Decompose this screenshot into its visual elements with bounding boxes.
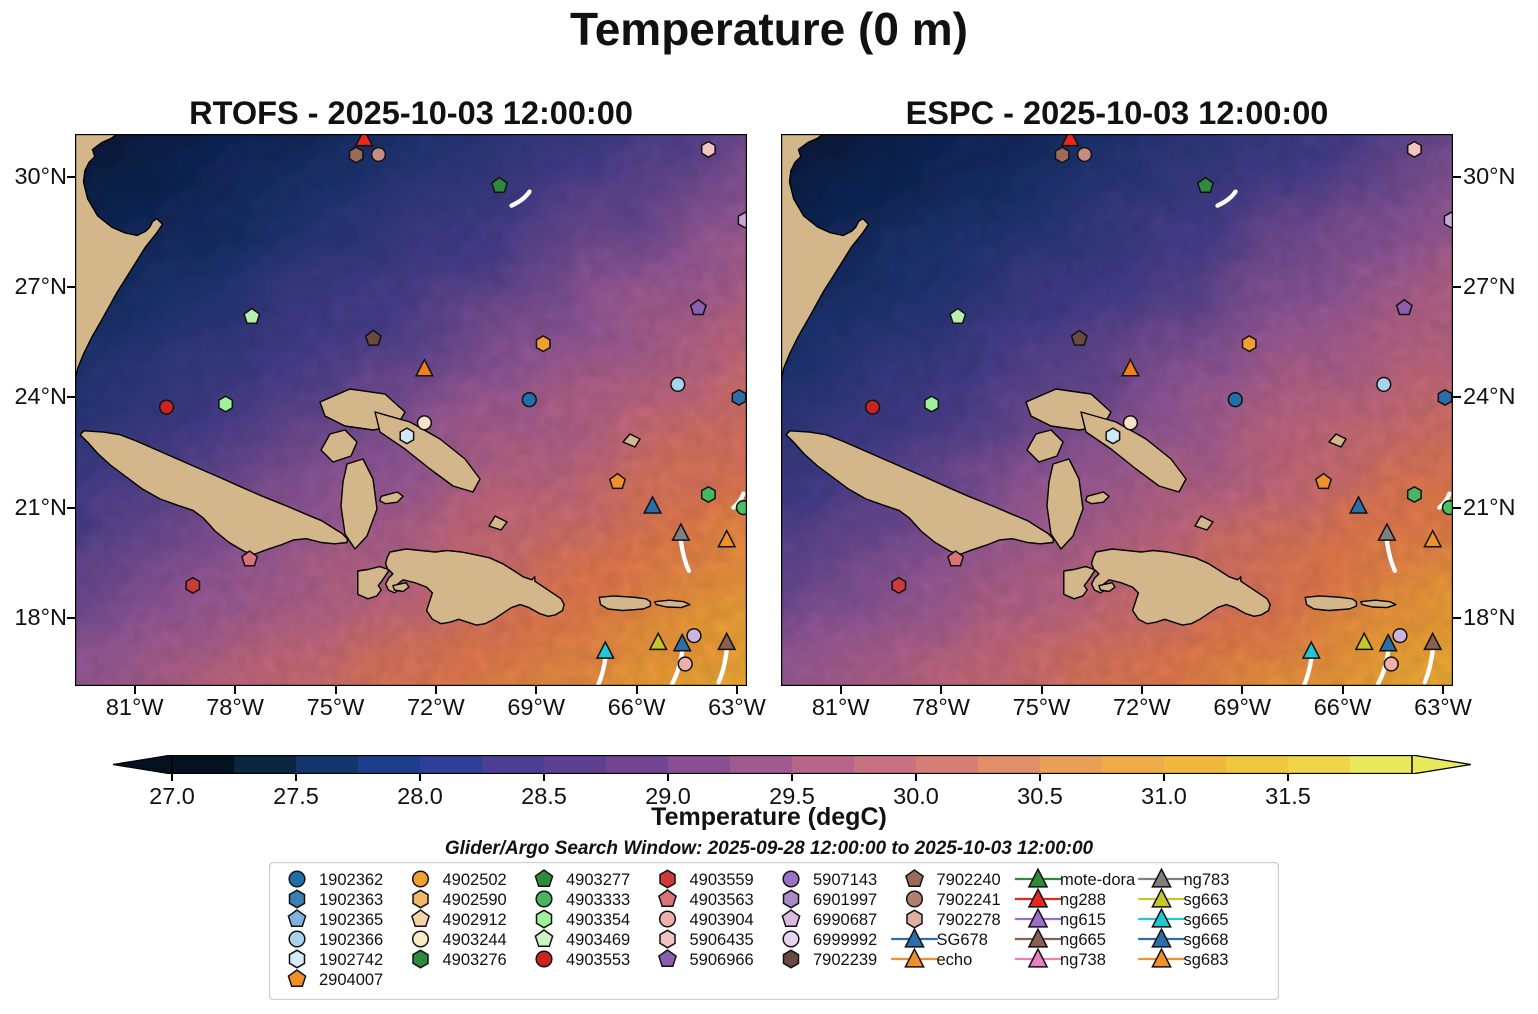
svg-text:4903276: 4903276	[443, 951, 507, 969]
svg-text:4903553: 4903553	[566, 951, 630, 969]
svg-text:ng615: ng615	[1060, 911, 1106, 929]
svg-text:7902240: 7902240	[937, 871, 1001, 889]
svg-text:1902742: 1902742	[319, 951, 383, 969]
svg-text:4903354: 4903354	[566, 911, 630, 929]
svg-text:ng665: ng665	[1060, 931, 1106, 949]
svg-text:sg663: sg663	[1184, 891, 1229, 909]
svg-text:sg665: sg665	[1184, 911, 1229, 929]
svg-text:ng783: ng783	[1184, 871, 1230, 889]
svg-text:4903469: 4903469	[566, 931, 630, 949]
svg-text:4903559: 4903559	[690, 871, 754, 889]
svg-text:4902912: 4902912	[443, 911, 507, 929]
svg-text:mote-dora: mote-dora	[1060, 871, 1136, 889]
svg-text:4903333: 4903333	[566, 891, 630, 909]
svg-text:6990687: 6990687	[813, 911, 877, 929]
svg-text:2904007: 2904007	[319, 971, 383, 989]
svg-text:5906966: 5906966	[690, 951, 754, 969]
svg-text:7902278: 7902278	[937, 911, 1001, 929]
svg-text:ng288: ng288	[1060, 891, 1106, 909]
svg-text:ng738: ng738	[1060, 951, 1106, 969]
svg-text:6999992: 6999992	[813, 931, 877, 949]
svg-text:7902241: 7902241	[937, 891, 1001, 909]
svg-text:1902366: 1902366	[319, 931, 383, 949]
svg-text:4903904: 4903904	[690, 911, 754, 929]
svg-text:4903563: 4903563	[690, 891, 754, 909]
svg-text:echo: echo	[937, 951, 973, 969]
svg-text:SG678: SG678	[937, 931, 988, 949]
svg-text:6901997: 6901997	[813, 891, 877, 909]
svg-text:4902502: 4902502	[443, 871, 507, 889]
svg-text:5907143: 5907143	[813, 871, 877, 889]
svg-text:1902363: 1902363	[319, 891, 383, 909]
svg-text:1902365: 1902365	[319, 911, 383, 929]
svg-text:4902590: 4902590	[443, 891, 507, 909]
svg-text:1902362: 1902362	[319, 871, 383, 889]
svg-text:4903244: 4903244	[443, 931, 507, 949]
svg-text:sg668: sg668	[1184, 931, 1229, 949]
svg-text:sg683: sg683	[1184, 951, 1229, 969]
svg-text:7902239: 7902239	[813, 951, 877, 969]
svg-text:5906435: 5906435	[690, 931, 754, 949]
svg-text:4903277: 4903277	[566, 871, 630, 889]
